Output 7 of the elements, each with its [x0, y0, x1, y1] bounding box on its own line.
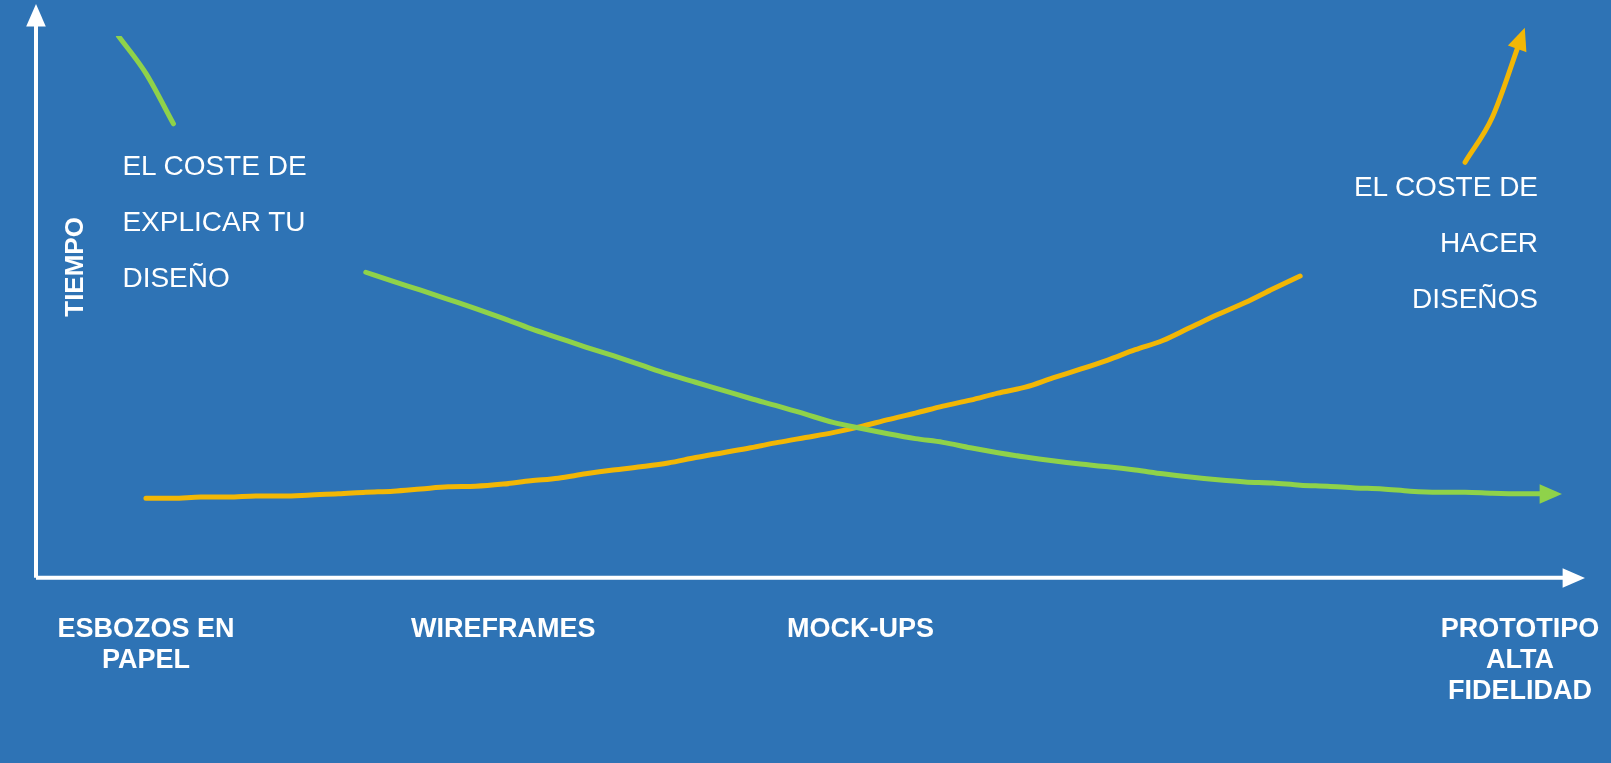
text: EL COSTE DE EXPLICAR TU DISEÑO: [122, 149, 307, 293]
x-tick-label: PROTOTIPO ALTA FIDELIDAD: [1440, 612, 1600, 705]
x-tick-label: MOCK-UPS: [786, 612, 934, 643]
x-tick-label: ESBOZOS EN PAPEL: [57, 612, 235, 674]
text: EL COSTE DE HACER DISEÑOS: [1353, 170, 1539, 314]
y-axis-title: TIEMPO: [59, 217, 90, 317]
x-tick-label: WIREFRAMES: [410, 612, 596, 643]
